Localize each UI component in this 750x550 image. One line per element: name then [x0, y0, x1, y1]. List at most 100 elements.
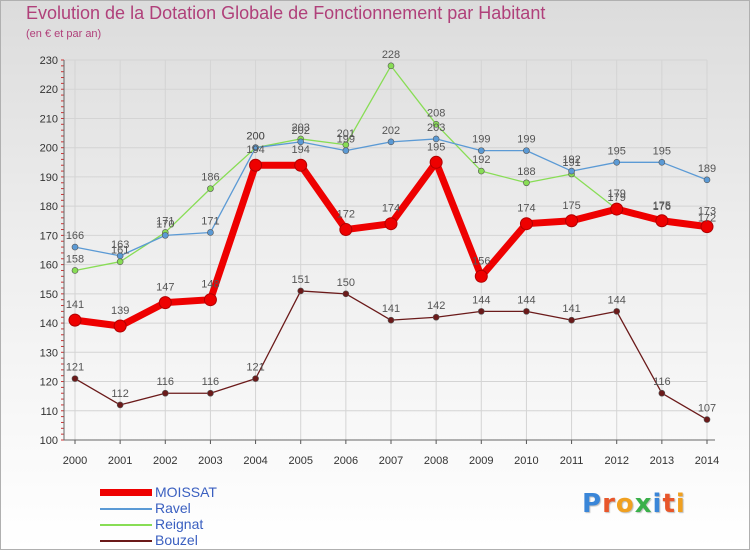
data-label-ravel: 202	[292, 125, 310, 137]
data-label-bouzel: 107	[698, 403, 716, 415]
data-point-ravel	[432, 135, 440, 143]
data-label-ravel: 171	[201, 215, 219, 227]
data-point-ravel	[658, 159, 666, 166]
data-labels: 121 112 116 116 121 151 150 141 142 144 144 141 144 1…	[66, 49, 716, 415]
data-label-reignat: 172	[698, 213, 716, 225]
data-point-reignat	[71, 267, 79, 274]
data-point-bouzel	[71, 375, 79, 382]
data-label-bouzel: 151	[292, 274, 310, 286]
x-tick-label: 2012	[604, 455, 628, 467]
data-point-ravel	[613, 159, 621, 166]
data-point-ravel	[568, 167, 575, 175]
legend-label: Bouzel	[155, 532, 198, 548]
data-label-reignat: 179	[608, 192, 626, 204]
data-point-moissat	[519, 217, 533, 231]
data-point-moissat	[249, 158, 263, 172]
data-point-ravel	[161, 232, 169, 239]
data-label-reignat: 203	[292, 122, 310, 134]
data-label-bouzel: 144	[517, 294, 535, 306]
data-label-reignat: 201	[337, 128, 355, 140]
data-label-bouzel: 121	[246, 362, 264, 374]
chart-title: Evolution de la Dotation Globale de Fonc…	[26, 3, 546, 23]
x-tick-label: 2006	[334, 455, 358, 467]
legend-label: Ravel	[155, 500, 191, 516]
data-point-bouzel	[432, 313, 440, 321]
data-label-ravel: 202	[382, 125, 400, 137]
data-label-moissat: 173	[698, 206, 716, 218]
data-point-bouzel	[568, 316, 575, 324]
data-label-moissat: 156	[472, 255, 490, 267]
data-label-ravel: 199	[517, 134, 535, 146]
data-label-bouzel: 116	[157, 376, 175, 388]
y-tick-label: 150	[40, 289, 58, 301]
legend-swatch	[100, 489, 152, 496]
data-label-reignat: 200	[246, 131, 264, 143]
data-point-ravel	[342, 147, 350, 154]
x-tick-label: 2009	[469, 455, 493, 467]
data-label-ravel: 163	[111, 239, 129, 251]
data-point-bouzel	[161, 389, 169, 397]
data-point-ravel	[387, 138, 395, 146]
data-label-bouzel: 141	[382, 303, 400, 315]
data-point-moissat	[655, 214, 669, 228]
data-label-reignat: 171	[156, 215, 174, 227]
data-point-moissat	[474, 269, 488, 283]
proxiti-logo: Proxiti	[582, 489, 686, 519]
y-tick-label: 160	[40, 260, 58, 272]
data-label-bouzel: 144	[608, 294, 626, 306]
data-label-ravel: 192	[562, 154, 580, 166]
data-point-moissat	[384, 217, 398, 231]
data-label-moissat: 147	[156, 282, 174, 294]
data-label-bouzel: 144	[472, 294, 490, 306]
data-point-reignat	[116, 258, 124, 265]
data-point-ravel	[523, 147, 530, 154]
data-label-reignat: 208	[427, 107, 445, 119]
data-label-bouzel: 116	[653, 376, 671, 388]
data-point-ravel	[116, 252, 124, 260]
data-label-reignat: 186	[201, 172, 219, 184]
data-point-moissat	[294, 158, 308, 172]
y-tick-label: 140	[40, 318, 58, 330]
data-label-moissat: 174	[382, 203, 400, 215]
data-point-bouzel	[342, 290, 350, 298]
x-tick-label: 2007	[379, 455, 403, 467]
y-tick-label: 130	[40, 347, 58, 359]
y-tick-label: 210	[40, 113, 58, 125]
data-label-reignat: 188	[517, 166, 535, 178]
legend-label: MOISSAT	[155, 484, 217, 500]
data-point-bouzel	[477, 308, 485, 315]
data-point-ravel	[297, 138, 305, 146]
x-tick-label: 2004	[243, 455, 267, 467]
data-point-reignat	[523, 179, 530, 187]
axes: 100 110 120 130 140 150 160 170 180 190 200 210 220 2…	[40, 55, 720, 467]
data-point-bouzel	[297, 287, 305, 295]
legend-swatch	[100, 540, 152, 542]
data-point-moissat	[158, 296, 172, 310]
data-label-reignat: 191	[562, 157, 580, 169]
x-tick-label: 2005	[288, 455, 312, 467]
data-label-moissat: 139	[111, 305, 129, 317]
x-tick-label: 2002	[153, 455, 177, 467]
y-tick-label: 100	[40, 435, 58, 447]
data-label-ravel: 189	[698, 163, 716, 175]
data-point-ravel	[207, 229, 214, 236]
data-label-reignat: 161	[111, 245, 129, 257]
y-tick-label: 190	[40, 172, 58, 184]
x-tick-label: 2011	[560, 455, 584, 467]
data-point-ravel	[71, 243, 79, 251]
data-label-moissat: 174	[517, 203, 535, 215]
data-point-bouzel	[658, 389, 666, 397]
data-label-ravel: 200	[246, 131, 264, 143]
x-tick-label: 2000	[63, 455, 87, 467]
data-label-moissat: 172	[337, 209, 355, 221]
data-label-ravel: 170	[156, 218, 174, 230]
data-point-moissat	[203, 293, 217, 307]
x-tick-label: 2003	[198, 455, 222, 467]
data-point-moissat	[610, 202, 624, 216]
y-tick-label: 230	[40, 55, 58, 67]
legend-label: Reignat	[155, 516, 204, 532]
data-label-moissat: 175	[562, 200, 580, 212]
data-label-ravel: 203	[427, 122, 445, 134]
data-point-bouzel	[207, 389, 214, 397]
